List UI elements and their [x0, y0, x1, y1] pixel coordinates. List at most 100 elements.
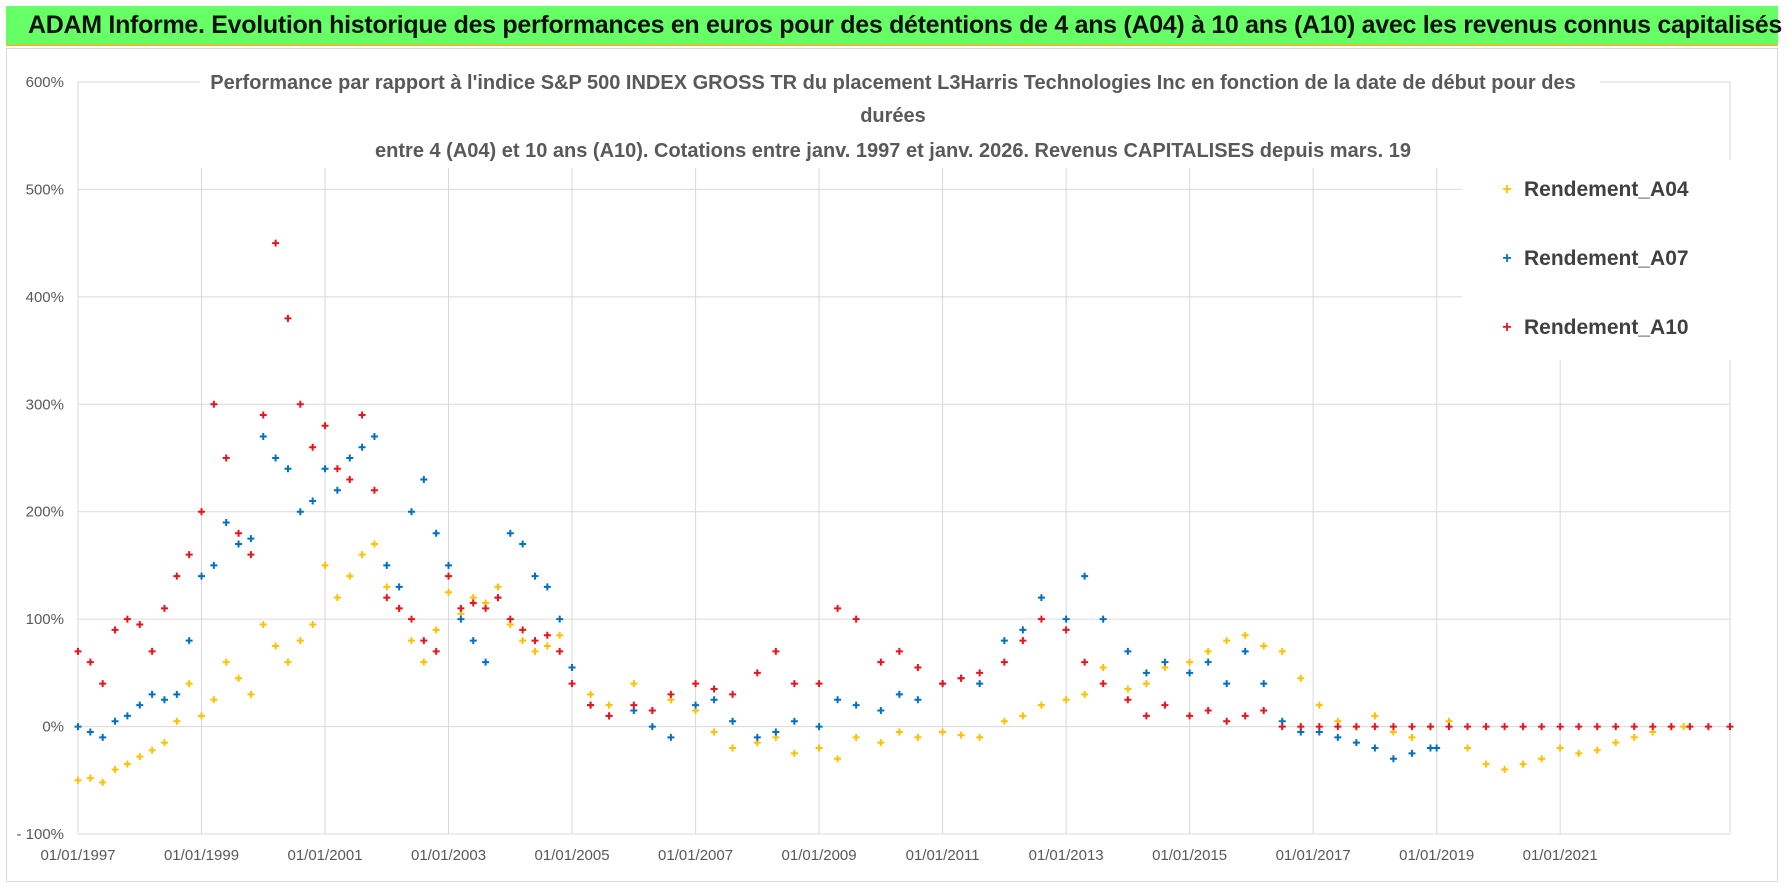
data-point: [346, 475, 354, 483]
data-point: [1667, 723, 1675, 731]
data-point: [630, 680, 638, 688]
y-tick-label: 600%: [26, 74, 64, 91]
data-point: [1389, 723, 1397, 731]
data-point: [136, 621, 144, 629]
x-axis-ticks: 01/01/1997 01/01/1999 01/01/2001 01/01/2003…: [40, 847, 1597, 864]
data-point: [1278, 647, 1286, 655]
data-point: [543, 642, 551, 650]
data-point: [259, 411, 267, 419]
data-point: [877, 658, 885, 666]
chart-title-line-2: durées: [860, 105, 926, 127]
data-point: [605, 712, 613, 720]
data-point: [1426, 744, 1434, 752]
data-point: [235, 529, 243, 537]
data-point: [1223, 637, 1231, 645]
data-point: [210, 696, 218, 704]
data-point: [445, 561, 453, 569]
data-point: [99, 680, 107, 688]
data-point: [432, 647, 440, 655]
data-point: [1000, 717, 1008, 725]
data-point: [815, 723, 823, 731]
data-point: [333, 594, 341, 602]
data-point: [1482, 760, 1490, 768]
data-point: [420, 637, 428, 645]
data-point: [753, 733, 761, 741]
data-point: [1037, 594, 1045, 602]
data-point: [772, 647, 780, 655]
data-point: [247, 690, 255, 698]
data-point: [1037, 615, 1045, 623]
data-point: [1124, 685, 1132, 693]
data-point: [321, 465, 329, 473]
data-point: [834, 604, 842, 612]
data-point: [1408, 733, 1416, 741]
data-point: [1686, 723, 1694, 731]
data-point: [939, 728, 947, 736]
data-point: [895, 728, 903, 736]
data-point: [160, 739, 168, 747]
data-point: [1142, 712, 1150, 720]
data-point: [1297, 674, 1305, 682]
data-point: [1099, 680, 1107, 688]
data-point: [123, 760, 131, 768]
data-point: [692, 701, 700, 709]
data-point: [222, 658, 230, 666]
x-tick-label: 01/01/2017: [1276, 847, 1351, 864]
data-point: [99, 733, 107, 741]
data-point: [272, 454, 280, 462]
data-point: [74, 723, 82, 731]
data-point: [957, 674, 965, 682]
x-tick-label: 01/01/2009: [782, 847, 857, 864]
data-point: [1019, 637, 1027, 645]
data-point: [1037, 701, 1045, 709]
data-point: [1408, 749, 1416, 757]
data-point: [1519, 760, 1527, 768]
data-point: [852, 701, 860, 709]
data-point: [648, 723, 656, 731]
data-point: [1315, 701, 1323, 709]
data-point: [74, 776, 82, 784]
legend-marker-a07: +: [1502, 250, 1511, 267]
data-point: [1297, 723, 1305, 731]
data-point: [790, 717, 798, 725]
data-point: [1426, 723, 1434, 731]
data-point: [198, 712, 206, 720]
chart-title-line-1: Performance par rapport à l'indice S&P 5…: [210, 72, 1575, 94]
data-point: [1482, 723, 1490, 731]
data-point: [160, 604, 168, 612]
data-point: [395, 583, 403, 591]
data-point: [556, 615, 564, 623]
data-point: [1204, 647, 1212, 655]
data-point: [1204, 658, 1212, 666]
x-tick-label: 01/01/2007: [658, 847, 733, 864]
y-tick-label: 0%: [42, 719, 64, 736]
data-point: [420, 658, 428, 666]
data-point: [729, 744, 737, 752]
data-point: [469, 637, 477, 645]
data-point: [852, 733, 860, 741]
data-point: [1501, 723, 1509, 731]
data-point: [358, 411, 366, 419]
x-tick-label: 01/01/1999: [164, 847, 239, 864]
y-tick-label: 400%: [26, 289, 64, 306]
data-point: [86, 774, 94, 782]
data-point: [1389, 755, 1397, 763]
data-point: [358, 551, 366, 559]
data-point: [1371, 744, 1379, 752]
data-point: [148, 746, 156, 754]
data-point: [1241, 631, 1249, 639]
data-point: [222, 518, 230, 526]
y-axis-ticks: - 100% 0% 100% 200% 300% 400% 500% 600%: [16, 74, 64, 843]
data-point: [1142, 680, 1150, 688]
data-point: [519, 626, 527, 634]
data-point: [173, 717, 181, 725]
data-point: [1081, 572, 1089, 580]
data-point: [432, 529, 440, 537]
data-point: [648, 706, 656, 714]
data-point: [692, 680, 700, 688]
data-point: [370, 486, 378, 494]
data-point: [1000, 658, 1008, 666]
data-point: [309, 621, 317, 629]
data-point: [111, 717, 119, 725]
data-point: [247, 535, 255, 543]
